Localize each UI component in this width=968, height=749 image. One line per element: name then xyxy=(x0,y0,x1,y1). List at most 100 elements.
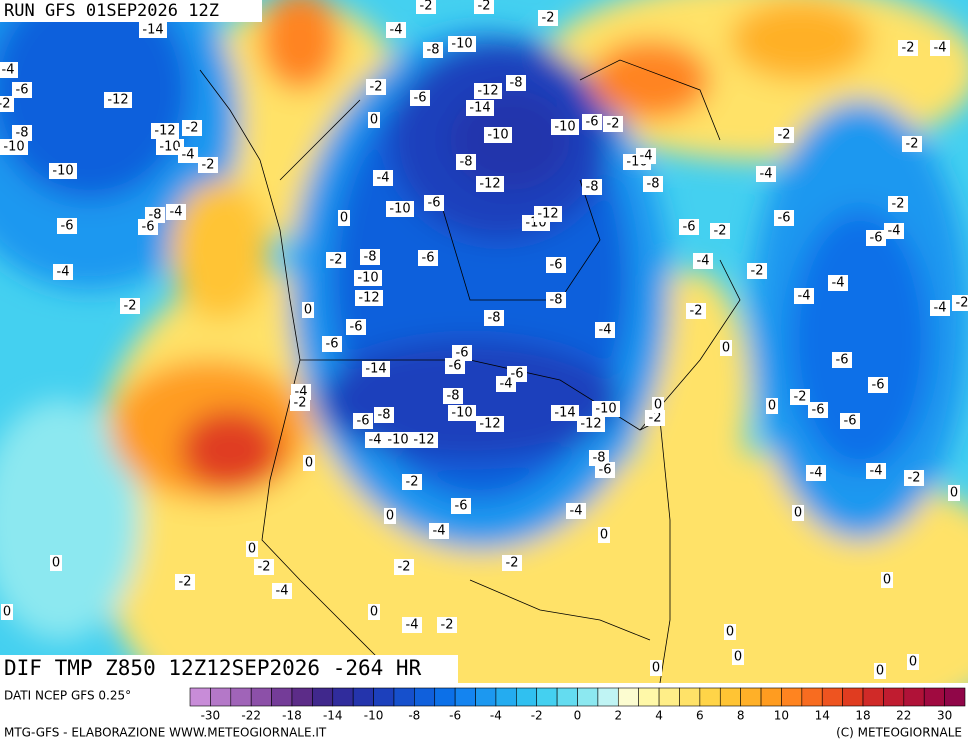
contour-label: -2 xyxy=(478,0,491,14)
colorbar-label: -10 xyxy=(364,709,384,723)
contour-label: -6 xyxy=(550,258,563,273)
contour-label-box xyxy=(451,498,471,514)
contour-label: -10 xyxy=(554,120,575,135)
contour-label: 0 xyxy=(3,605,11,620)
contour-label-box xyxy=(338,210,350,226)
contour-label-box xyxy=(866,230,886,246)
contour-label: -4 xyxy=(888,224,901,239)
contour-label-box xyxy=(374,407,394,423)
contour-label-box xyxy=(429,523,449,539)
contour-label: 0 xyxy=(950,486,958,501)
contour-label-box xyxy=(808,402,828,418)
color-swatch xyxy=(760,687,782,707)
colorbar-label: -6 xyxy=(449,709,461,723)
color-swatch xyxy=(495,687,517,707)
contour-label-box xyxy=(794,288,814,304)
contour-label: 0 xyxy=(654,398,662,413)
contour-label-box xyxy=(452,345,472,361)
contour-label-box xyxy=(53,264,73,280)
contour-label: -4 xyxy=(934,41,947,56)
contour-label-box xyxy=(360,249,380,265)
colorbar-label: 10 xyxy=(774,709,789,723)
contour-label: -4 xyxy=(377,171,390,186)
contour-label: -4 xyxy=(697,254,710,269)
contour-label: 0 xyxy=(652,661,660,676)
contour-label-box xyxy=(881,572,893,588)
contour-label-box xyxy=(732,649,744,665)
contour-label-box xyxy=(120,298,140,314)
contour-label: -2 xyxy=(406,475,419,490)
contour-label-box xyxy=(952,295,968,311)
contour-label: -6 xyxy=(61,219,74,234)
contour-label: 0 xyxy=(370,605,378,620)
contour-label: -6 xyxy=(812,403,825,418)
contour-label: -8 xyxy=(460,155,473,170)
contour-label: -10 xyxy=(451,406,472,421)
contour-label: -2 xyxy=(398,560,411,575)
title-box xyxy=(0,655,458,683)
contour-label-box xyxy=(582,114,602,130)
run-box xyxy=(0,0,262,22)
contour-label: 0 xyxy=(304,303,312,318)
color-swatch xyxy=(821,687,843,707)
contour-label: -14 xyxy=(469,101,490,116)
contour-label: -4 xyxy=(599,323,612,338)
colorbar-label: -30 xyxy=(201,709,221,723)
contour-label: 0 xyxy=(600,528,608,543)
contour-label: -4 xyxy=(832,276,845,291)
contour-label: 0 xyxy=(794,506,802,521)
contour-label-box xyxy=(790,389,810,405)
contour-label-box xyxy=(362,361,390,377)
color-swatch xyxy=(638,687,660,707)
color-swatch xyxy=(679,687,701,707)
contour-label: -8 xyxy=(550,293,563,308)
color-swatch xyxy=(699,687,721,707)
contour-label: -8 xyxy=(586,180,599,195)
contour-label: -2 xyxy=(778,128,791,143)
contour-label-box xyxy=(832,352,852,368)
contour-label-box xyxy=(416,0,436,14)
contour-label-box xyxy=(866,463,886,479)
run-label: RUN GFS 01SEP2026 12Z xyxy=(4,1,219,21)
contour-label-box xyxy=(384,432,412,448)
contour-label-box xyxy=(551,405,579,421)
contour-label-box xyxy=(774,210,794,226)
contour-label: -12 xyxy=(107,93,128,108)
contour-label: -10 xyxy=(52,164,73,179)
contour-label: -4 xyxy=(433,524,446,539)
contour-label: -8 xyxy=(593,451,606,466)
contour-label-box xyxy=(12,82,32,98)
contour-label: 0 xyxy=(768,399,776,414)
contour-label: -10 xyxy=(595,402,616,417)
contour-label-box xyxy=(156,139,184,155)
contour-label-box xyxy=(151,123,179,139)
contour-label: -6 xyxy=(414,91,427,106)
contour-label: -6 xyxy=(683,220,696,235)
contour-label: -6 xyxy=(778,211,791,226)
contour-label: -8 xyxy=(149,208,162,223)
contour-label-box xyxy=(355,290,383,306)
contour-label-box xyxy=(474,83,502,99)
colorbar-label: -4 xyxy=(490,709,502,723)
contour-label-box xyxy=(645,410,665,426)
color-swatch xyxy=(577,687,599,707)
contour-label-box xyxy=(57,218,77,234)
contour-label-box xyxy=(598,527,610,543)
contour-label-box xyxy=(643,176,663,192)
color-swatch xyxy=(842,687,864,707)
contour-label: -8 xyxy=(647,177,660,192)
color-swatch xyxy=(475,687,497,707)
contour-label-box xyxy=(907,654,919,670)
contour-label: -6 xyxy=(350,320,363,335)
contour-label-box xyxy=(175,574,195,590)
source-text: DATI NCEP GFS 0.25° xyxy=(4,689,131,703)
contour-label: -8 xyxy=(364,250,377,265)
contour-label: -12 xyxy=(580,417,601,432)
color-swatch xyxy=(230,687,252,707)
colorbar-label: -8 xyxy=(408,709,420,723)
color-swatch xyxy=(597,687,619,707)
contour-label: 0 xyxy=(305,456,313,471)
contour-label-box xyxy=(0,96,14,112)
contour-label: -10 xyxy=(487,128,508,143)
contour-label-box xyxy=(766,398,778,414)
